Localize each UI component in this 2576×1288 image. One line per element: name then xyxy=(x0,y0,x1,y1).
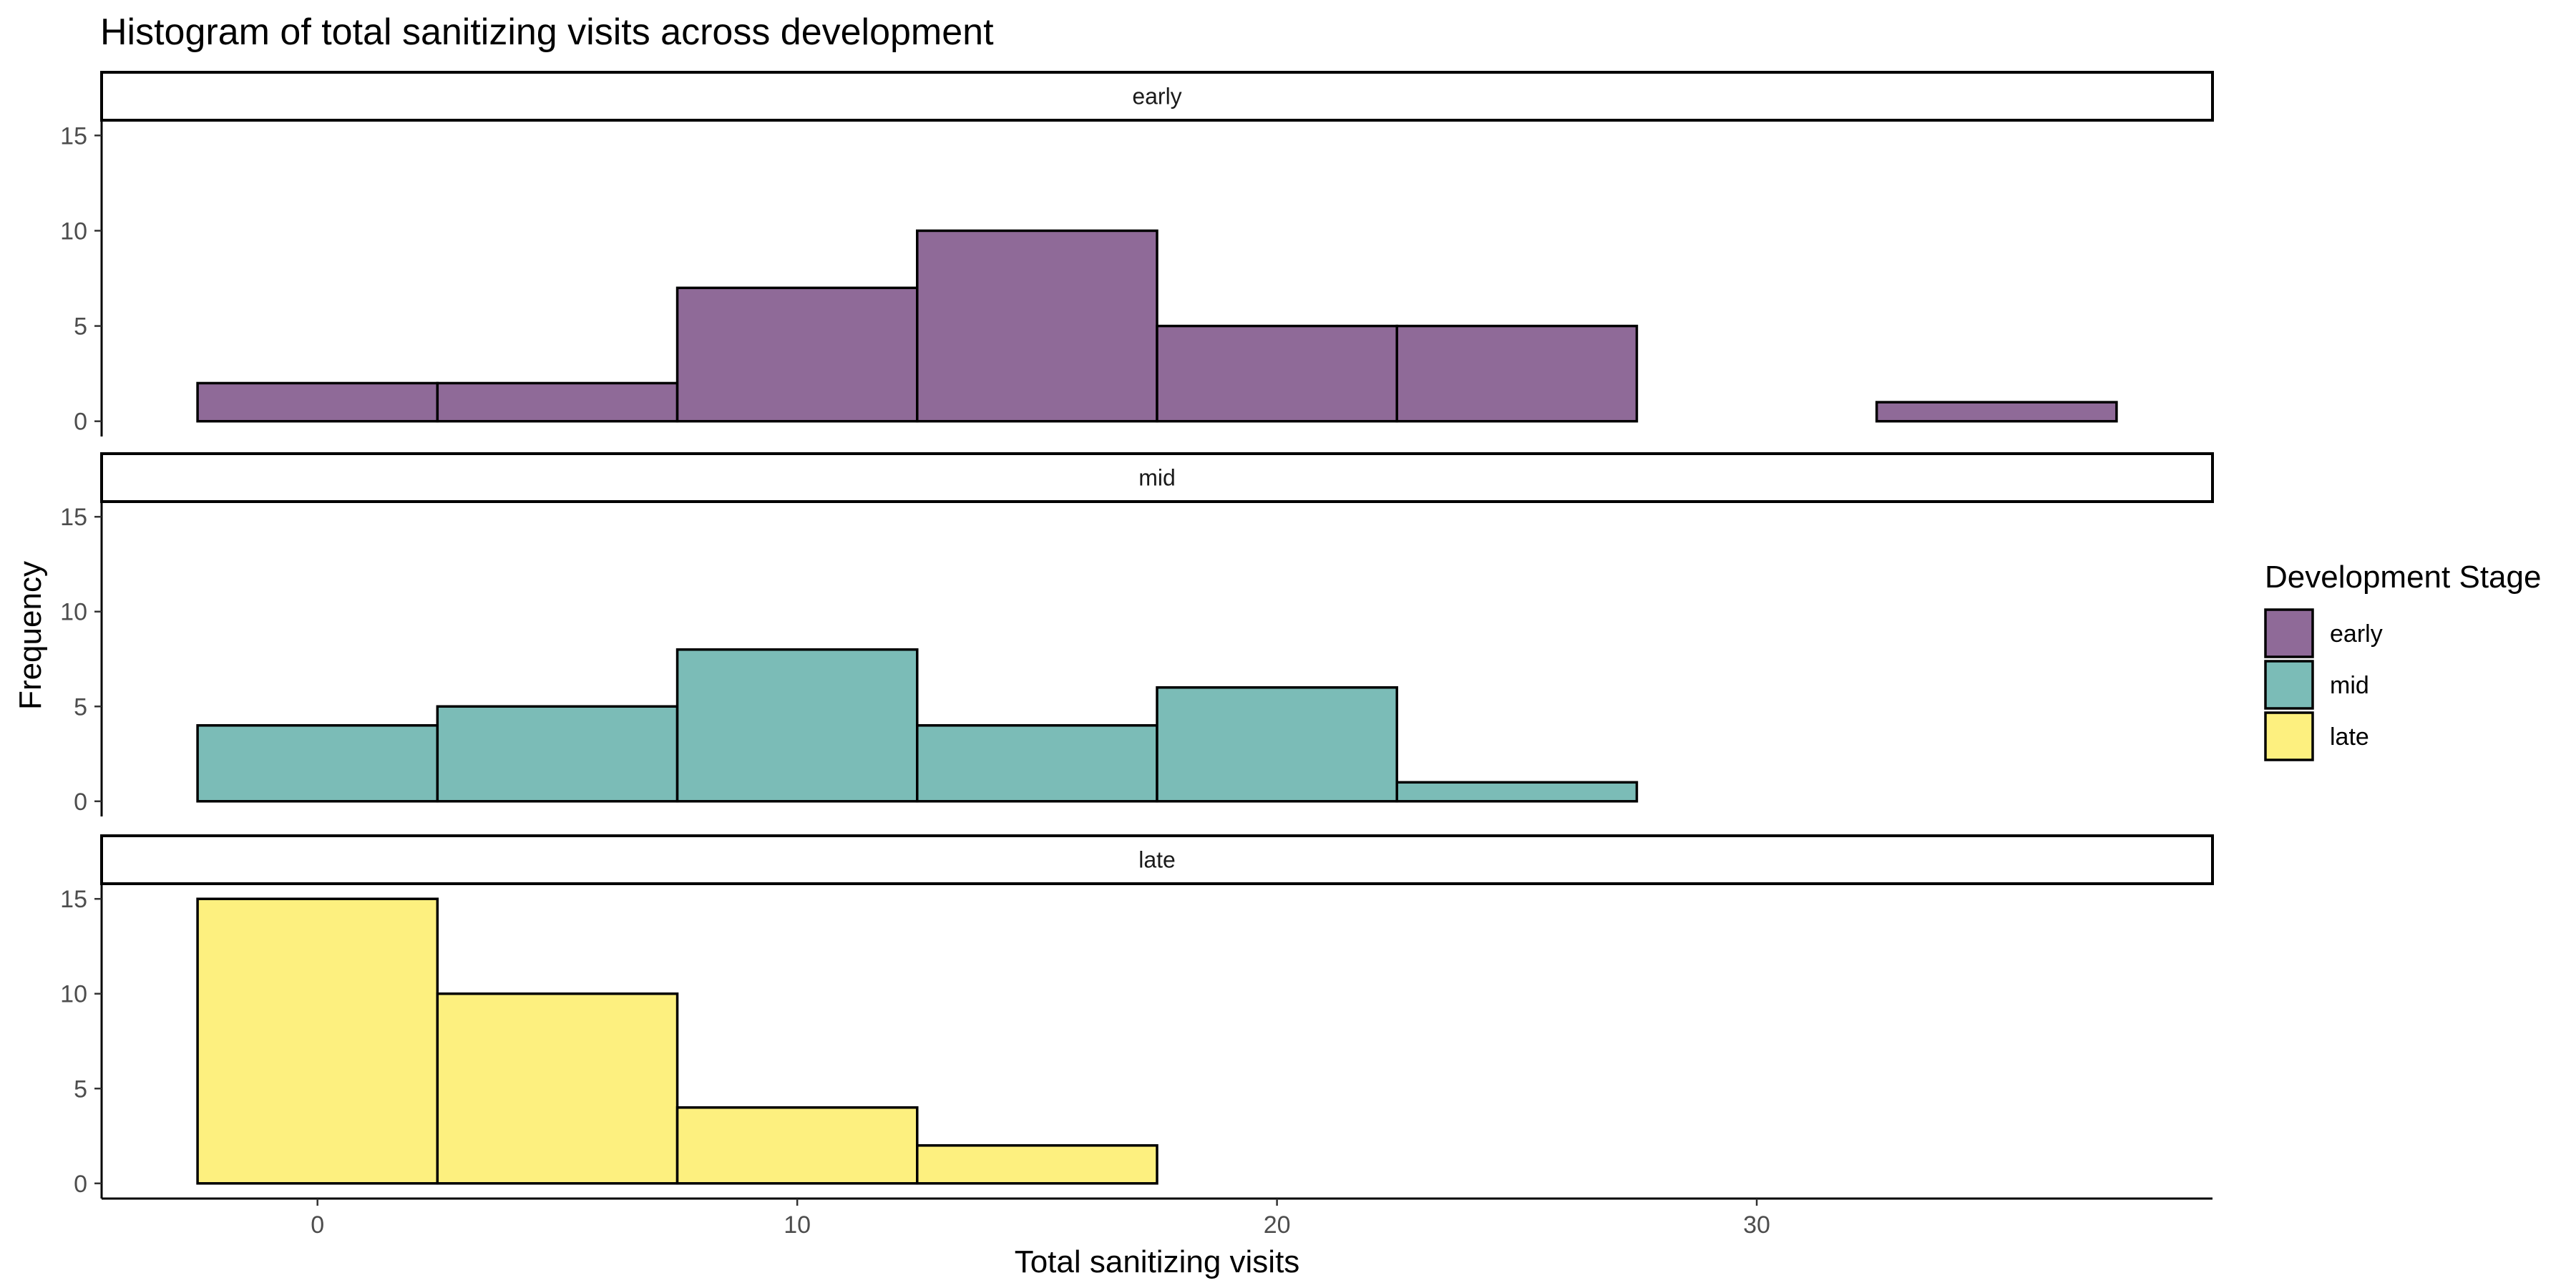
bar-mid-3 xyxy=(916,724,1158,803)
panel-early: early 0 5 10 15 xyxy=(60,71,2214,436)
y-tick-label: 10 xyxy=(60,981,87,1008)
legend-key-mid xyxy=(2264,660,2314,710)
y-tick-label: 5 xyxy=(74,693,87,721)
bar-mid-4 xyxy=(1156,686,1398,803)
chart-title: Histogram of total sanitizing visits acr… xyxy=(100,11,994,53)
legend-key-late xyxy=(2264,711,2314,761)
bar-mid-2 xyxy=(675,648,919,803)
bar-mid-0 xyxy=(196,724,439,803)
panel-late: late 0 5 10 15 xyxy=(60,834,2214,1199)
y-tick-label: 5 xyxy=(74,313,87,341)
y-tick-label: 0 xyxy=(74,789,87,816)
strip-label-late: late xyxy=(1138,847,1176,873)
y-tick-label: 10 xyxy=(60,218,87,245)
bar-early-1 xyxy=(436,381,679,423)
x-axis: 0 10 20 30 xyxy=(102,1197,2212,1239)
facet-panels: early 0 5 10 15 mid 0 5 10 15 late 0 5 10 15 xyxy=(60,71,2214,1199)
legend-label-late: late xyxy=(2330,723,2369,751)
x-tick-label: 10 xyxy=(784,1211,811,1239)
bar-late-0 xyxy=(196,897,439,1185)
strip-label-early: early xyxy=(1132,84,1181,109)
strip-label-mid: mid xyxy=(1138,465,1176,491)
bar-mid-1 xyxy=(436,705,679,803)
y-tick-label: 15 xyxy=(60,504,87,531)
bar-early-7 xyxy=(1875,401,2118,423)
x-tick-label: 0 xyxy=(311,1211,324,1239)
x-tick-label: 20 xyxy=(1264,1211,1291,1239)
strip-mid xyxy=(100,452,2214,503)
y-tick-label: 5 xyxy=(74,1075,87,1103)
bar-early-3 xyxy=(916,229,1158,423)
bar-early-5 xyxy=(1395,324,1639,423)
legend-title: Development Stage xyxy=(2265,560,2541,595)
y-tick-label: 15 xyxy=(60,122,87,150)
panel-mid: mid 0 5 10 15 xyxy=(60,452,2214,816)
legend-key-early xyxy=(2264,608,2314,658)
x-axis-title: Total sanitizing visits xyxy=(1015,1244,1300,1279)
bar-mid-5 xyxy=(1395,781,1639,803)
bar-early-2 xyxy=(675,286,919,423)
y-tick-label: 0 xyxy=(74,1171,87,1198)
legend-label-early: early xyxy=(2330,620,2383,648)
bar-late-2 xyxy=(675,1106,919,1185)
x-tick-label: 30 xyxy=(1743,1211,1770,1239)
strip-late xyxy=(100,834,2214,885)
bar-late-3 xyxy=(916,1144,1158,1185)
strip-early xyxy=(100,71,2214,122)
bar-late-1 xyxy=(436,992,679,1185)
y-axis-title: Frequency xyxy=(13,561,48,710)
legend-label-mid: mid xyxy=(2330,672,2369,699)
y-tick-label: 10 xyxy=(60,599,87,626)
bar-early-4 xyxy=(1156,324,1398,423)
y-tick-label: 15 xyxy=(60,886,87,913)
y-tick-label: 0 xyxy=(74,409,87,436)
bar-early-0 xyxy=(196,381,439,423)
legend: Development Stage early mid late xyxy=(2264,560,2541,761)
